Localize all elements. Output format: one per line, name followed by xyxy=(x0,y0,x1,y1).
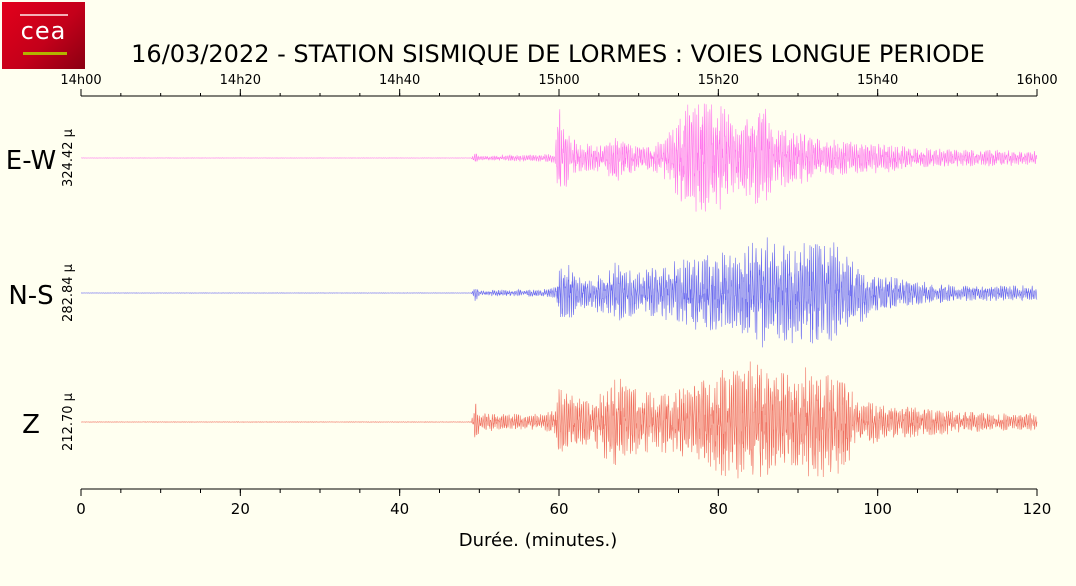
top-tick-label: 16h00 xyxy=(1016,73,1057,88)
channel-scale: 324.42 µ xyxy=(61,129,76,187)
series-trace-n-s xyxy=(81,237,1038,348)
top-tick-label: 15h20 xyxy=(698,73,739,88)
logo-tagline-bar xyxy=(20,14,68,16)
series-trace-e-w xyxy=(80,103,1038,212)
channel-name: Z xyxy=(22,410,40,440)
x-axis-label: Durée. (minutes.) xyxy=(459,530,618,551)
channel-name: E-W xyxy=(6,146,56,176)
top-axis-ticks: 14h00 14h20 14h40 15h00 15h20 15h40 16h00 xyxy=(60,73,1058,96)
channel-labels: E-W 324.42 µ N-S 282.84 µ Z 212.70 µ xyxy=(6,129,76,451)
top-tick-label: 15h40 xyxy=(857,73,898,88)
bottom-tick-label: 80 xyxy=(709,500,728,518)
top-tick-label: 14h00 xyxy=(60,73,101,88)
series-trace-z xyxy=(80,361,1038,479)
top-tick-label: 14h40 xyxy=(379,73,420,88)
channel-scale: 282.84 µ xyxy=(61,264,76,322)
bottom-tick-label: 40 xyxy=(390,500,409,518)
bottom-tick-label: 60 xyxy=(549,500,568,518)
cea-logo: cea xyxy=(2,2,85,69)
bottom-tick-label: 100 xyxy=(863,500,892,518)
channel-scale: 212.70 µ xyxy=(61,393,76,451)
bottom-tick-label: 120 xyxy=(1023,500,1052,518)
bottom-tick-label: 0 xyxy=(76,500,86,518)
series-traces xyxy=(80,103,1038,479)
bottom-tick-label: 20 xyxy=(231,500,250,518)
logo-text: cea xyxy=(20,17,67,45)
logo-underline xyxy=(23,52,67,55)
channel-name: N-S xyxy=(8,281,53,311)
chart-title: 16/03/2022 - STATION SISMIQUE DE LORMES … xyxy=(131,40,985,68)
bottom-axis-ticks: 0 20 40 60 80 100 120 xyxy=(76,489,1051,518)
top-tick-label: 15h00 xyxy=(538,73,579,88)
top-tick-label: 14h20 xyxy=(220,73,261,88)
